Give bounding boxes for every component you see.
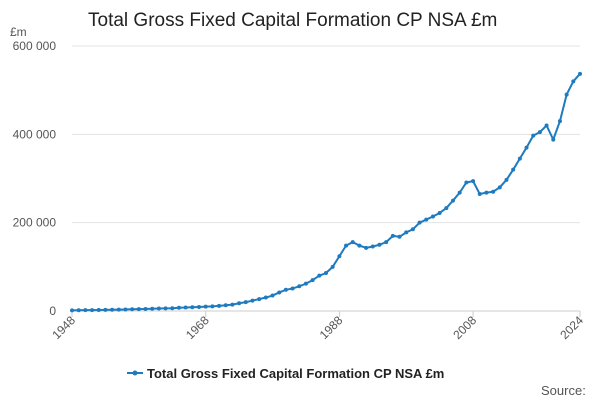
data-point[interactable] <box>524 145 529 150</box>
y-axis-unit-label: £m <box>10 25 27 39</box>
data-point[interactable] <box>444 206 449 211</box>
data-point[interactable] <box>377 242 382 247</box>
data-point[interactable] <box>90 308 95 313</box>
data-point[interactable] <box>136 307 141 312</box>
data-point[interactable] <box>250 298 255 303</box>
grid-lines <box>72 45 580 312</box>
data-point[interactable] <box>464 180 469 185</box>
data-point[interactable] <box>544 123 549 128</box>
data-point[interactable] <box>110 307 115 312</box>
data-point[interactable] <box>357 243 362 248</box>
data-point[interactable] <box>484 190 489 195</box>
data-point[interactable] <box>176 305 181 310</box>
data-point[interactable] <box>491 189 496 194</box>
data-point[interactable] <box>257 297 262 302</box>
data-point[interactable] <box>156 306 161 311</box>
y-tick-label: 400 000 <box>13 127 57 141</box>
y-tick-label: 600 000 <box>13 39 57 53</box>
data-point[interactable] <box>410 227 415 232</box>
data-point[interactable] <box>350 240 355 245</box>
data-point[interactable] <box>390 233 395 238</box>
data-point[interactable] <box>190 305 195 310</box>
x-axis-ticks: 1948 1968 1988 2008 2024 <box>49 311 586 342</box>
data-point[interactable] <box>283 287 288 292</box>
data-point[interactable] <box>83 308 88 313</box>
data-point[interactable] <box>103 307 108 312</box>
y-tick-label: 0 <box>49 304 56 318</box>
data-point[interactable] <box>504 177 509 182</box>
legend-marker-icon <box>132 370 138 376</box>
chart-title: Total Gross Fixed Capital Formation CP N… <box>88 10 497 31</box>
data-point[interactable] <box>477 191 482 196</box>
data-point[interactable] <box>263 295 268 300</box>
data-point[interactable] <box>564 92 569 97</box>
data-point[interactable] <box>397 234 402 239</box>
data-point[interactable] <box>96 307 101 312</box>
data-point[interactable] <box>223 303 228 308</box>
data-point[interactable] <box>210 304 215 309</box>
data-point[interactable] <box>551 137 556 142</box>
data-point[interactable] <box>150 306 155 311</box>
data-point[interactable] <box>217 303 222 308</box>
data-point[interactable] <box>76 308 81 313</box>
x-tick-label: 2008 <box>450 313 479 342</box>
data-point[interactable] <box>163 306 168 311</box>
data-point[interactable] <box>557 119 562 124</box>
y-tick-label: 200 000 <box>13 216 57 230</box>
data-point[interactable] <box>517 156 522 161</box>
data-point[interactable] <box>430 214 435 219</box>
data-point[interactable] <box>471 179 476 184</box>
data-point[interactable] <box>317 273 322 278</box>
data-point[interactable] <box>337 254 342 259</box>
data-point[interactable] <box>451 198 455 203</box>
data-point[interactable] <box>437 210 442 215</box>
data-point[interactable] <box>70 308 74 313</box>
data-point[interactable] <box>197 304 201 309</box>
data-point[interactable] <box>123 307 128 312</box>
data-point[interactable] <box>537 130 542 135</box>
data-point[interactable] <box>303 281 308 286</box>
data-point[interactable] <box>578 71 582 76</box>
data-point[interactable] <box>203 304 208 309</box>
data-point[interactable] <box>230 302 235 307</box>
data-point[interactable] <box>330 264 335 269</box>
data-point[interactable] <box>344 243 349 248</box>
x-tick-label: 2024 <box>557 313 586 342</box>
data-point[interactable] <box>277 290 282 295</box>
data-point[interactable] <box>270 293 275 298</box>
data-point[interactable] <box>417 220 422 225</box>
data-point[interactable] <box>324 271 328 276</box>
x-tick-label: 1988 <box>317 313 346 342</box>
data-point[interactable] <box>183 305 188 310</box>
data-point[interactable] <box>290 286 295 291</box>
legend[interactable]: Total Gross Fixed Capital Formation CP N… <box>127 366 444 381</box>
data-point[interactable] <box>237 301 242 306</box>
series-layer <box>70 71 582 313</box>
data-point[interactable] <box>364 245 369 250</box>
y-axis-ticks: 0 200 000 400 000 600 000 <box>13 39 57 318</box>
data-point[interactable] <box>497 185 502 190</box>
data-point[interactable] <box>511 167 516 172</box>
data-point[interactable] <box>457 190 462 195</box>
data-point[interactable] <box>116 307 121 312</box>
data-point[interactable] <box>424 217 429 222</box>
data-point[interactable] <box>310 278 315 283</box>
data-point[interactable] <box>531 133 536 138</box>
data-point[interactable] <box>384 240 389 245</box>
data-point[interactable] <box>571 79 576 84</box>
source-label: Source: <box>541 383 586 398</box>
x-tick-label: 1968 <box>183 313 212 342</box>
data-point[interactable] <box>170 306 175 311</box>
data-point[interactable] <box>297 284 302 289</box>
data-point[interactable] <box>243 300 248 305</box>
data-point[interactable] <box>143 306 148 311</box>
legend-label: Total Gross Fixed Capital Formation CP N… <box>147 366 444 381</box>
data-point[interactable] <box>130 307 135 312</box>
data-point[interactable] <box>404 230 409 235</box>
data-point[interactable] <box>370 244 375 249</box>
